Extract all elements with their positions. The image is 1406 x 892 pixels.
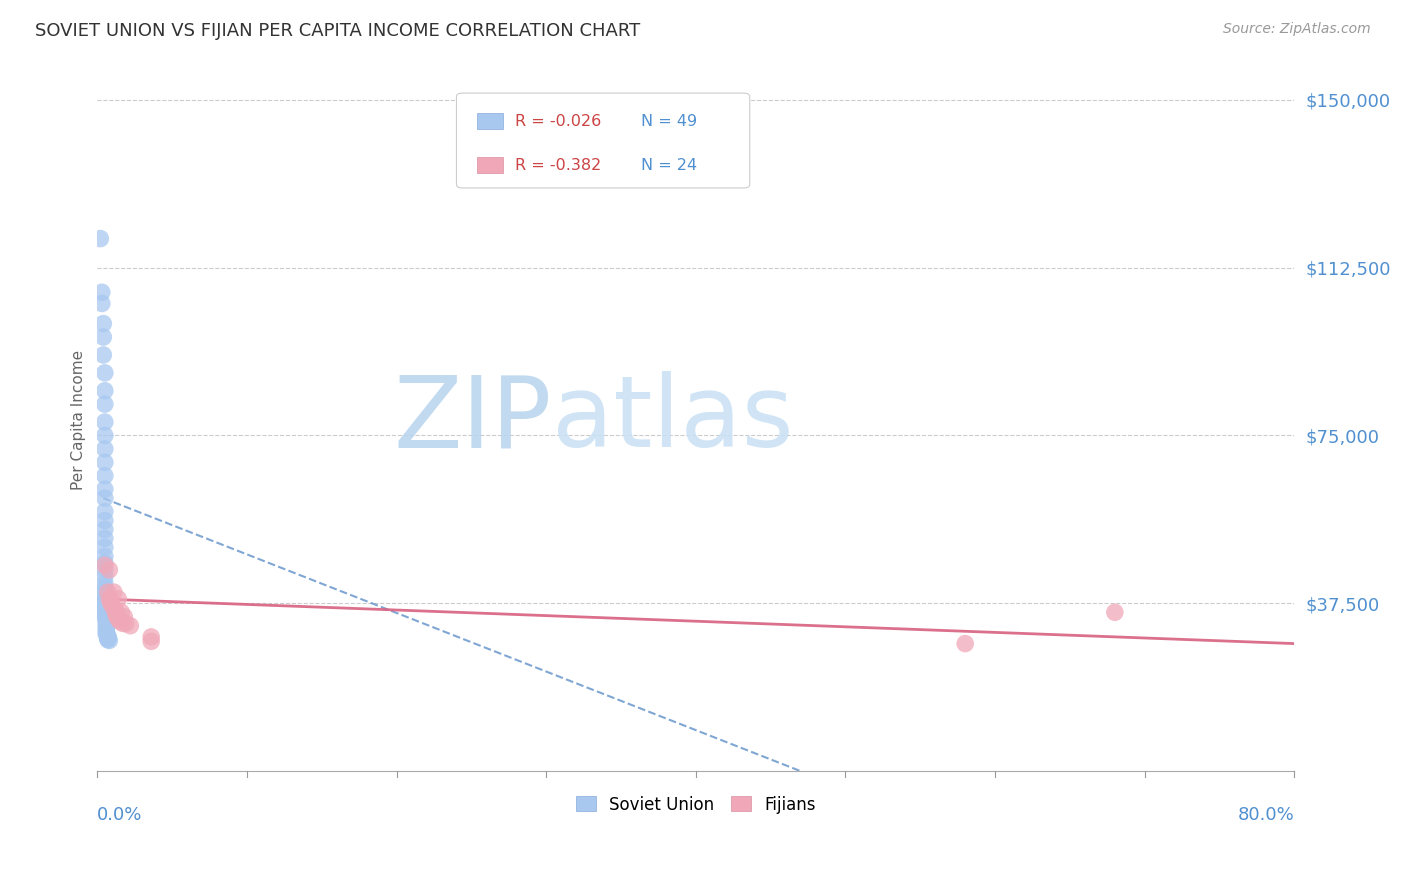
Text: Source: ZipAtlas.com: Source: ZipAtlas.com bbox=[1223, 22, 1371, 37]
Text: ZIP: ZIP bbox=[394, 371, 553, 468]
Point bbox=[94, 598, 117, 612]
Point bbox=[105, 609, 128, 624]
Point bbox=[94, 442, 117, 456]
Point bbox=[96, 621, 118, 635]
Point bbox=[97, 632, 120, 647]
Point bbox=[98, 633, 121, 648]
Point bbox=[94, 607, 117, 621]
Point bbox=[94, 514, 117, 528]
Point bbox=[104, 603, 127, 617]
Point bbox=[97, 632, 120, 646]
Point bbox=[97, 631, 120, 645]
Point bbox=[108, 614, 131, 628]
FancyBboxPatch shape bbox=[477, 113, 503, 129]
Point bbox=[96, 616, 118, 631]
Point bbox=[104, 605, 127, 619]
FancyBboxPatch shape bbox=[477, 157, 503, 173]
Point bbox=[91, 317, 114, 331]
Point bbox=[1104, 605, 1126, 619]
Point bbox=[94, 468, 117, 483]
Point bbox=[111, 616, 134, 631]
Point bbox=[100, 596, 122, 610]
Point bbox=[96, 625, 118, 640]
Point bbox=[94, 563, 117, 577]
Point bbox=[94, 569, 117, 583]
Point bbox=[89, 231, 111, 245]
Point bbox=[105, 607, 128, 622]
Point bbox=[94, 428, 117, 442]
Point bbox=[94, 397, 117, 411]
Point bbox=[94, 594, 117, 608]
Point bbox=[96, 612, 118, 626]
Point bbox=[91, 330, 114, 344]
Point bbox=[94, 366, 117, 380]
Point bbox=[94, 455, 117, 469]
Point bbox=[94, 491, 117, 505]
Point bbox=[96, 618, 118, 632]
Point bbox=[98, 591, 121, 606]
Point bbox=[90, 285, 112, 300]
Point bbox=[107, 612, 129, 626]
Point bbox=[90, 296, 112, 310]
Point bbox=[94, 585, 117, 599]
Text: R = -0.382: R = -0.382 bbox=[515, 158, 602, 173]
Point bbox=[94, 558, 117, 573]
Text: SOVIET UNION VS FIJIAN PER CAPITA INCOME CORRELATION CHART: SOVIET UNION VS FIJIAN PER CAPITA INCOME… bbox=[35, 22, 640, 40]
Point bbox=[94, 482, 117, 496]
Point bbox=[94, 532, 117, 546]
Text: R = -0.026: R = -0.026 bbox=[515, 113, 602, 128]
Point bbox=[94, 415, 117, 429]
Text: atlas: atlas bbox=[553, 371, 794, 468]
Point bbox=[141, 630, 163, 644]
Point bbox=[94, 576, 117, 591]
Point bbox=[94, 505, 117, 519]
Point bbox=[94, 604, 117, 618]
Point bbox=[98, 563, 121, 577]
Point bbox=[97, 585, 120, 599]
Point bbox=[97, 629, 120, 643]
Point bbox=[103, 585, 125, 599]
Point bbox=[94, 600, 117, 615]
Legend: Soviet Union, Fijians: Soviet Union, Fijians bbox=[569, 789, 823, 821]
Point bbox=[112, 609, 135, 624]
Point bbox=[96, 623, 118, 637]
Point bbox=[94, 556, 117, 570]
Point bbox=[100, 594, 122, 608]
Point bbox=[94, 384, 117, 398]
Point bbox=[114, 616, 136, 631]
Text: N = 24: N = 24 bbox=[641, 158, 697, 173]
FancyBboxPatch shape bbox=[457, 93, 749, 188]
Text: 0.0%: 0.0% bbox=[97, 806, 143, 824]
Point bbox=[96, 627, 118, 641]
Point bbox=[94, 590, 117, 604]
Point bbox=[94, 541, 117, 555]
Point bbox=[94, 609, 117, 624]
Point bbox=[107, 591, 129, 606]
Point bbox=[91, 348, 114, 362]
Text: N = 49: N = 49 bbox=[641, 113, 697, 128]
Text: 80.0%: 80.0% bbox=[1237, 806, 1295, 824]
Point bbox=[96, 614, 118, 628]
Point bbox=[94, 581, 117, 595]
Point bbox=[110, 605, 132, 619]
Point bbox=[94, 549, 117, 564]
Point bbox=[97, 630, 120, 644]
Point bbox=[120, 618, 142, 632]
Y-axis label: Per Capita Income: Per Capita Income bbox=[72, 350, 86, 490]
Point bbox=[101, 599, 124, 613]
Point bbox=[953, 637, 976, 651]
Point bbox=[141, 634, 163, 648]
Point bbox=[94, 523, 117, 537]
